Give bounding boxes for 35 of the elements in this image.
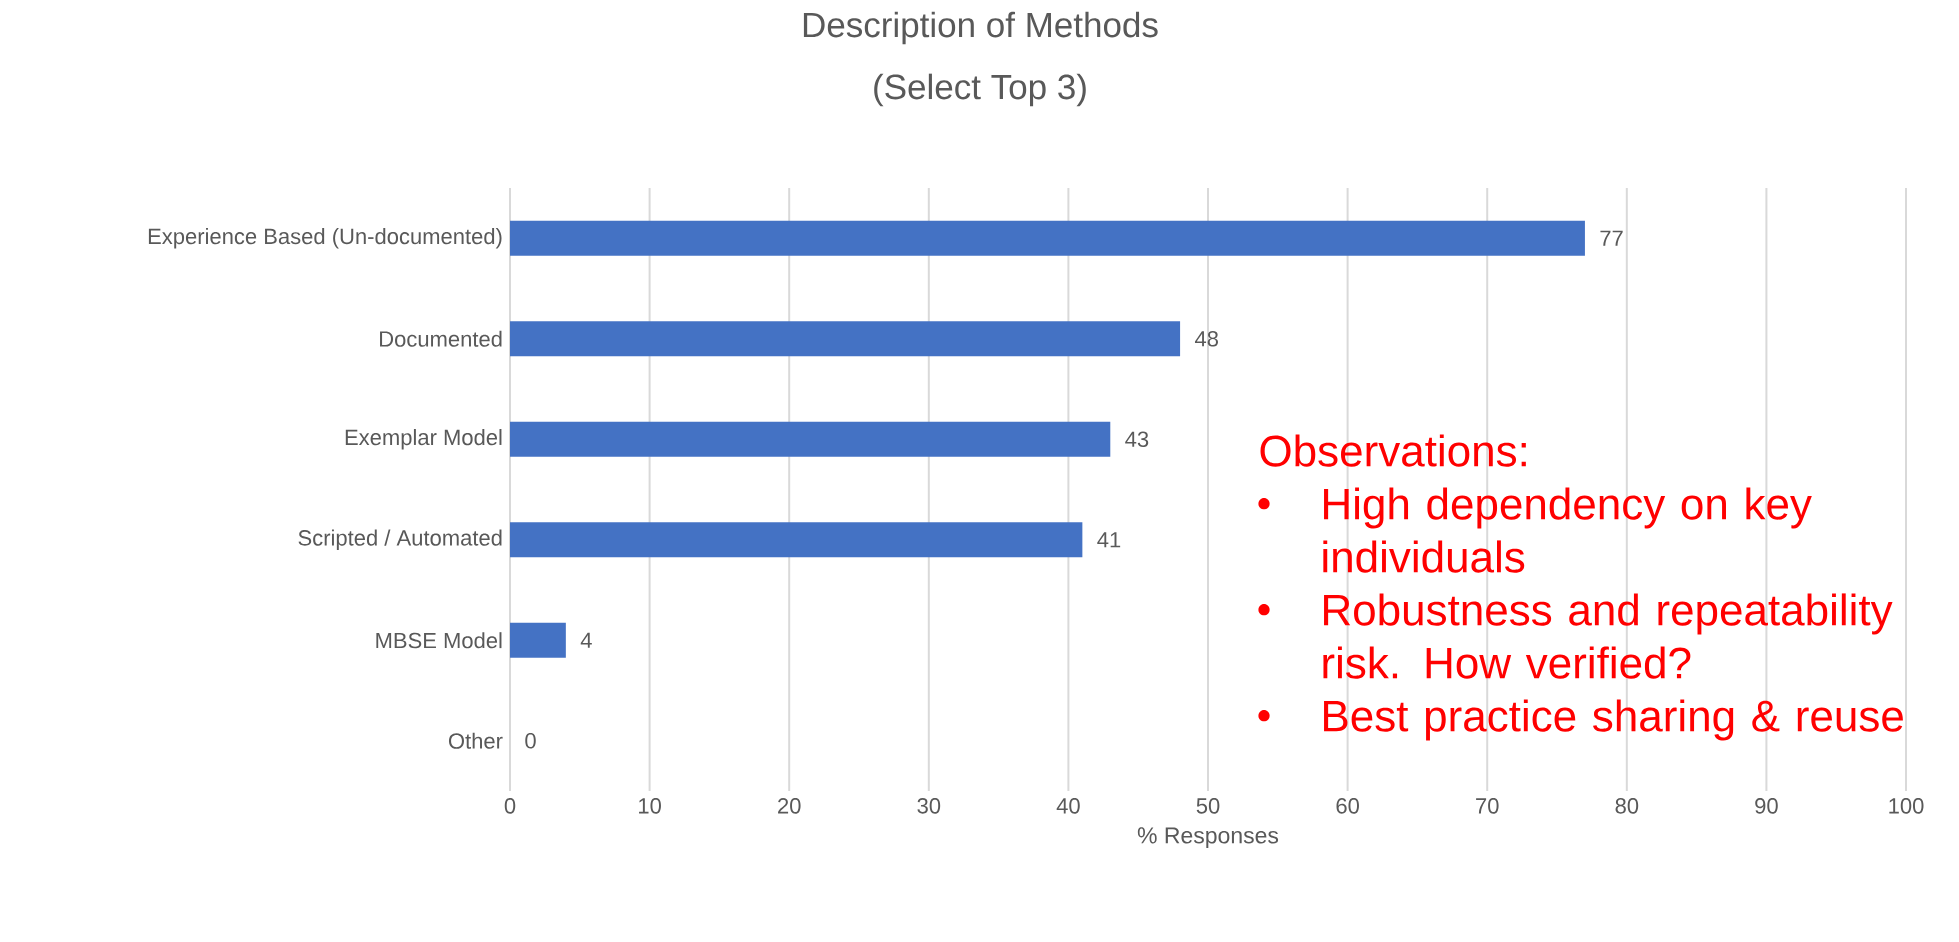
bar — [510, 622, 566, 658]
x-tick-label: 80 — [1615, 798, 1639, 814]
x-axis-title: % Responses — [1137, 827, 1279, 849]
chart-subtitle: (Select Top 3) — [874, 73, 1086, 107]
x-tick-label: 60 — [1336, 798, 1359, 814]
annotation: Observations: — [1260, 434, 1526, 467]
x-tick-label: 100 — [1889, 798, 1924, 814]
data-label: 77 — [1600, 230, 1623, 246]
x-tick-label: 20 — [778, 798, 801, 814]
annotation: High dependency on key individuals — [1323, 487, 1812, 573]
data-label: 43 — [1125, 431, 1149, 448]
bar — [510, 522, 1083, 558]
y-tick-label: Other — [448, 732, 503, 749]
data-label: 41 — [1097, 532, 1121, 548]
y-tick-label: Experience Based (Un-documented) — [148, 228, 502, 249]
x-tick-label: 70 — [1476, 798, 1499, 814]
x-tick-label: 50 — [1196, 798, 1220, 814]
y-tick-label: MBSE Model — [376, 632, 502, 649]
bar — [510, 421, 1111, 457]
chart-title: Description of Methods — [803, 11, 1158, 45]
bar — [510, 220, 1585, 256]
x-tick-label: 90 — [1755, 798, 1778, 814]
annotation: Robustness and repeatability risk. How verified? — [1323, 593, 1893, 679]
x-tick-label: 40 — [1056, 798, 1080, 814]
bar — [510, 321, 1181, 357]
data-label: 0 — [525, 732, 536, 749]
data-label: 4 — [580, 632, 592, 648]
x-tick-label: 0 — [504, 798, 516, 814]
data-label: 48 — [1194, 330, 1218, 347]
y-tick-label: Documented — [380, 330, 502, 347]
y-tick-label: Scripted / Automated — [298, 529, 502, 551]
y-tick-label: Exemplar Model — [345, 429, 502, 450]
x-tick-label: 10 — [639, 798, 661, 814]
annotation: Best practice sharing & reuse — [1324, 699, 1903, 741]
x-tick-label: 30 — [917, 798, 941, 814]
